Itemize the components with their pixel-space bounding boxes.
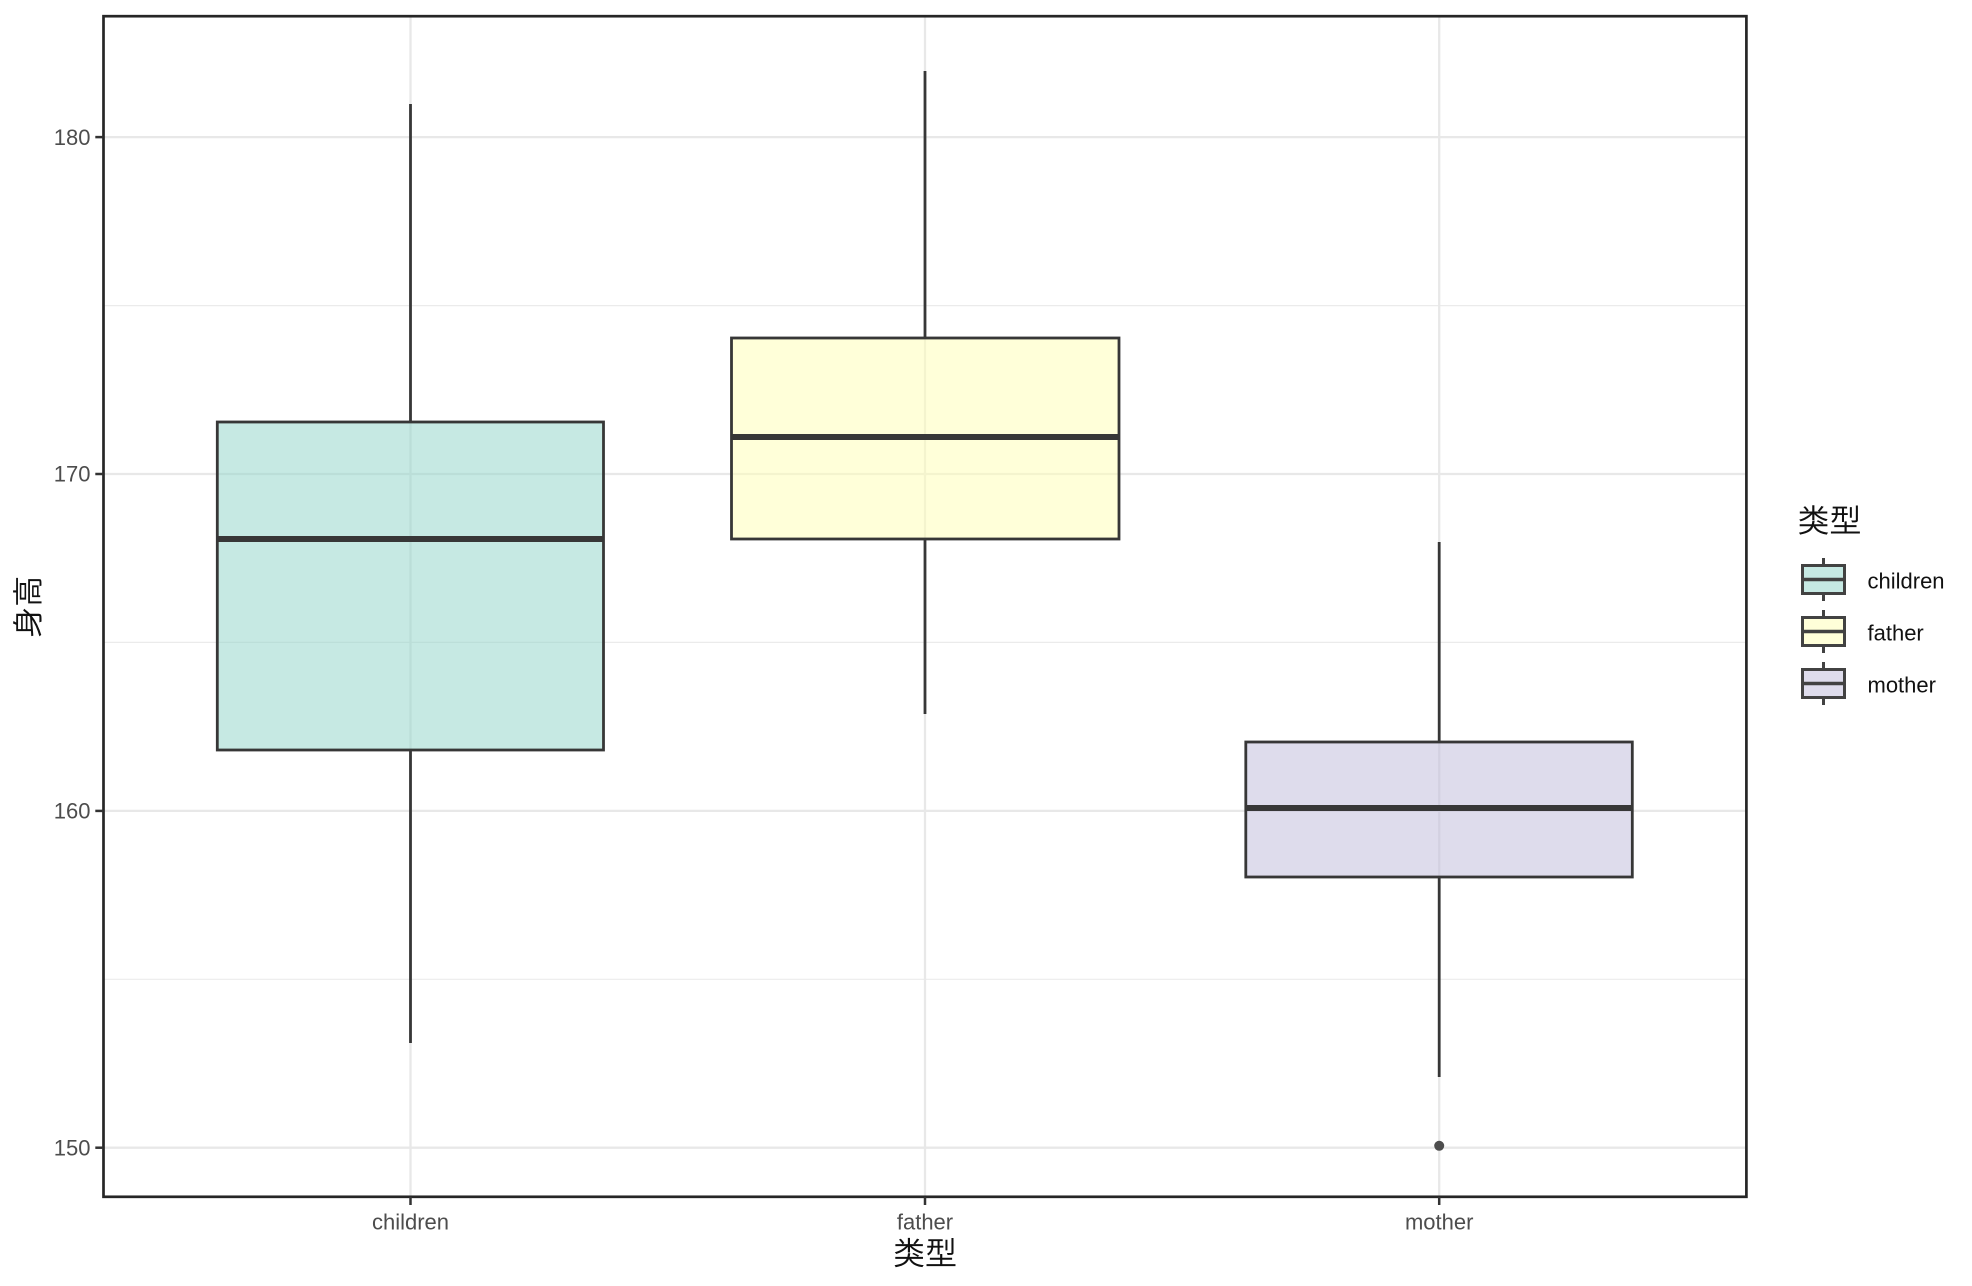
svg-text:father: father — [1868, 621, 1924, 646]
svg-text:father: father — [897, 1210, 953, 1235]
svg-text:150: 150 — [54, 1135, 91, 1160]
svg-text:mother: mother — [1405, 1210, 1473, 1235]
svg-text:180: 180 — [54, 125, 91, 150]
svg-text:mother: mother — [1868, 673, 1936, 698]
svg-text:children: children — [1868, 569, 1945, 594]
svg-text:children: children — [372, 1210, 449, 1235]
svg-text:170: 170 — [54, 462, 91, 487]
svg-text:160: 160 — [54, 799, 91, 824]
